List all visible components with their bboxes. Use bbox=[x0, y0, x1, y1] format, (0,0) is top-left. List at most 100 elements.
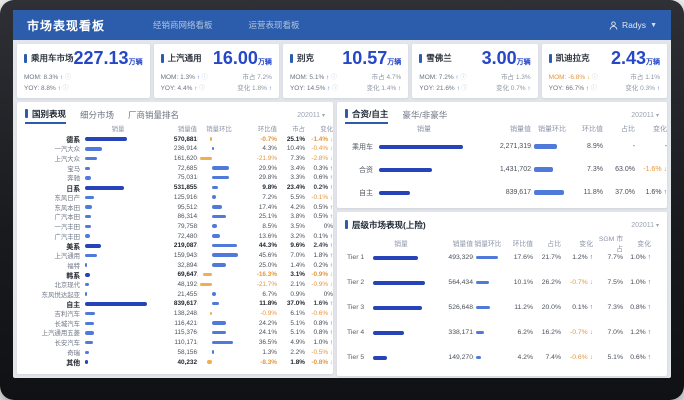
change-value: -0.7% ↓ bbox=[569, 279, 593, 287]
share-value: 1.8% bbox=[290, 358, 305, 366]
kpi-yoy: YOY: 14.5% ↑ ⓘ bbox=[289, 85, 339, 93]
bar-fill bbox=[373, 255, 419, 260]
change-value: 0% bbox=[323, 290, 333, 298]
kpi-share: 市占 7.2% bbox=[242, 74, 272, 81]
bar-fill bbox=[85, 147, 103, 151]
date-selector[interactable]: 202011 ▾ bbox=[297, 112, 325, 120]
share-value: 20.0% bbox=[541, 304, 561, 312]
bar-fill bbox=[85, 311, 96, 316]
nav-item-dealer-network[interactable]: 经销商网络看板 bbox=[153, 20, 213, 30]
up-arrow-icon: ↑ bbox=[656, 85, 661, 93]
tab-country-performance[interactable]: 国别表现 bbox=[25, 108, 67, 124]
share-value: 26.2% bbox=[541, 279, 561, 287]
up-arrow-icon: ↑ bbox=[329, 261, 333, 269]
tab-jv-domestic[interactable]: 合资/自主 bbox=[345, 108, 389, 124]
sgm-share-value: 7.0% bbox=[607, 329, 624, 337]
info-icon: ⓘ bbox=[459, 86, 468, 93]
col-change: 变化 bbox=[653, 126, 667, 134]
change-value: -0.1% ↓ bbox=[311, 193, 333, 201]
sales-bar bbox=[85, 185, 151, 190]
bar-fill bbox=[85, 185, 125, 190]
date-selector[interactable]: 202011 ▾ bbox=[631, 222, 659, 230]
date-selector[interactable]: 202011 ▾ bbox=[631, 112, 659, 120]
share-value: 3.8% bbox=[290, 213, 305, 221]
mom-bar bbox=[197, 195, 241, 200]
row-label: 福特 bbox=[67, 262, 80, 270]
up-arrow-icon: ↑ bbox=[60, 74, 64, 81]
bar-fill bbox=[476, 330, 484, 335]
sales-value: 116,421 bbox=[174, 319, 197, 327]
info-icon: ⓘ bbox=[60, 86, 69, 93]
coop-panel-header: 合资/自主 豪华/非豪华 202011 ▾ bbox=[345, 108, 659, 124]
up-arrow-icon: ↑ bbox=[194, 85, 198, 93]
share-value: 3.3% bbox=[290, 174, 305, 182]
mom-value: 13.6% bbox=[258, 232, 277, 240]
mom-bar bbox=[197, 205, 241, 210]
nav-item-operation[interactable]: 运营表现看板 bbox=[248, 20, 300, 30]
share-value: 7.0% bbox=[290, 251, 305, 259]
up-arrow-icon: ↑ bbox=[455, 74, 459, 81]
kpi-mom: MOM: 5.1% ↑ ⓘ bbox=[289, 74, 337, 81]
mom-value: 6.7% bbox=[262, 290, 277, 298]
bar-fill bbox=[212, 350, 214, 354]
tab-luxury-nonluxury[interactable]: 豪华/非豪华 bbox=[402, 109, 448, 120]
table-row: 宝马 72,685 29.9% 3.4% 0.3% ↑ bbox=[25, 163, 333, 173]
tab-oem-ranking[interactable]: 厂商销量排名 bbox=[128, 109, 180, 120]
mom-value: 4.2% bbox=[517, 354, 534, 362]
share-value: 4.9% bbox=[290, 339, 305, 347]
bar-fill bbox=[379, 144, 463, 150]
share-value: 10.4% bbox=[286, 145, 305, 153]
bar-fill bbox=[476, 255, 498, 260]
up-arrow-icon: ↑ bbox=[268, 85, 272, 93]
kpi-mom-yoy: MOM: 1.3% ↑ ⓘ YOY: 4.4% ↑ ⓘ bbox=[161, 72, 208, 94]
sales-value: 564,434 bbox=[448, 279, 473, 287]
sales-bar bbox=[373, 305, 429, 310]
mom-bar bbox=[197, 321, 241, 326]
sgm-share-value: 7.5% bbox=[607, 279, 624, 287]
accent-bar bbox=[24, 53, 27, 63]
kpi-title-text: 别克 bbox=[296, 53, 314, 63]
kpi-title-text: 上汽通用 bbox=[167, 53, 202, 63]
share-value: 37.0% bbox=[615, 189, 635, 197]
mom-bar bbox=[197, 166, 241, 171]
up-arrow-icon: ↑ bbox=[329, 232, 333, 240]
share-value: 25.1% bbox=[286, 135, 305, 143]
tab-segment-market[interactable]: 细分市场 bbox=[80, 109, 115, 120]
sales-value: 86,314 bbox=[177, 213, 197, 221]
bar-fill bbox=[212, 175, 229, 180]
user-menu[interactable]: Radys ▼ bbox=[609, 20, 657, 30]
kpi-mom-yoy: MOM: 5.1% ↑ ⓘ YOY: 14.5% ↑ ⓘ bbox=[290, 72, 338, 94]
kpi-mom: MOM: 1.3% ↑ ⓘ bbox=[160, 74, 208, 81]
kpi-mom: MOM: 8.3% ↑ ⓘ bbox=[24, 74, 72, 81]
sgm-change-value: 1.2% ↑ bbox=[630, 329, 651, 337]
mom-bar bbox=[197, 330, 241, 335]
tier-market-panel: 层级市场表现(上险) 202011 ▾ 销量 销量值 销量环比 环比值 占比 变化 SGM … bbox=[337, 212, 667, 377]
mom-bar bbox=[473, 355, 503, 360]
jv-domestic-panel: 合资/自主 豪华/非豪华 202011 ▾ 销量 销量值 销量环比 环比值 占比 变化 乘用… bbox=[337, 102, 667, 209]
left-panel-tabs: 国别表现 细分市场 厂商销量排名 bbox=[25, 108, 179, 124]
kpi-card-bottom: MOM: 5.1% ↑ ⓘ YOY: 14.5% ↑ ⓘ 市占 4.7% 变化 1.4… bbox=[290, 72, 401, 94]
bar-fill bbox=[85, 166, 91, 171]
bar-fill bbox=[85, 272, 91, 277]
kpi-share-change: 市占 4.7% 变化 1.4% ↑ bbox=[367, 72, 402, 94]
bar-fill bbox=[85, 253, 97, 258]
col-sales-value: 销量值 bbox=[510, 126, 531, 134]
up-arrow-icon: ↑ bbox=[329, 329, 333, 337]
bar-fill bbox=[212, 243, 238, 248]
share-value: 3.2% bbox=[290, 232, 305, 240]
kpi-title: 别克 bbox=[289, 49, 314, 64]
mom-bar bbox=[197, 350, 241, 355]
kpi-mom-yoy: MOM: 8.3% ↑ ⓘ YOY: 8.8% ↑ ⓘ bbox=[24, 72, 71, 94]
bar-fill bbox=[212, 253, 238, 257]
bar-fill bbox=[212, 263, 227, 267]
row-label: 东风本田 bbox=[54, 204, 80, 212]
kpi-value: 2.43万辆 bbox=[610, 48, 661, 68]
col-share: 市占 bbox=[292, 126, 305, 134]
coop-panel-tabs: 合资/自主 豪华/非豪华 bbox=[345, 108, 447, 124]
up-arrow-icon: ↑ bbox=[647, 304, 651, 312]
change-value: 0.5% ↑ bbox=[313, 213, 333, 221]
kpi-value: 10.57万辆 bbox=[342, 48, 402, 68]
sales-value: 110,171 bbox=[174, 339, 197, 347]
up-arrow-icon: ↑ bbox=[647, 279, 651, 287]
col-mom-value: 环比值 bbox=[582, 126, 603, 134]
